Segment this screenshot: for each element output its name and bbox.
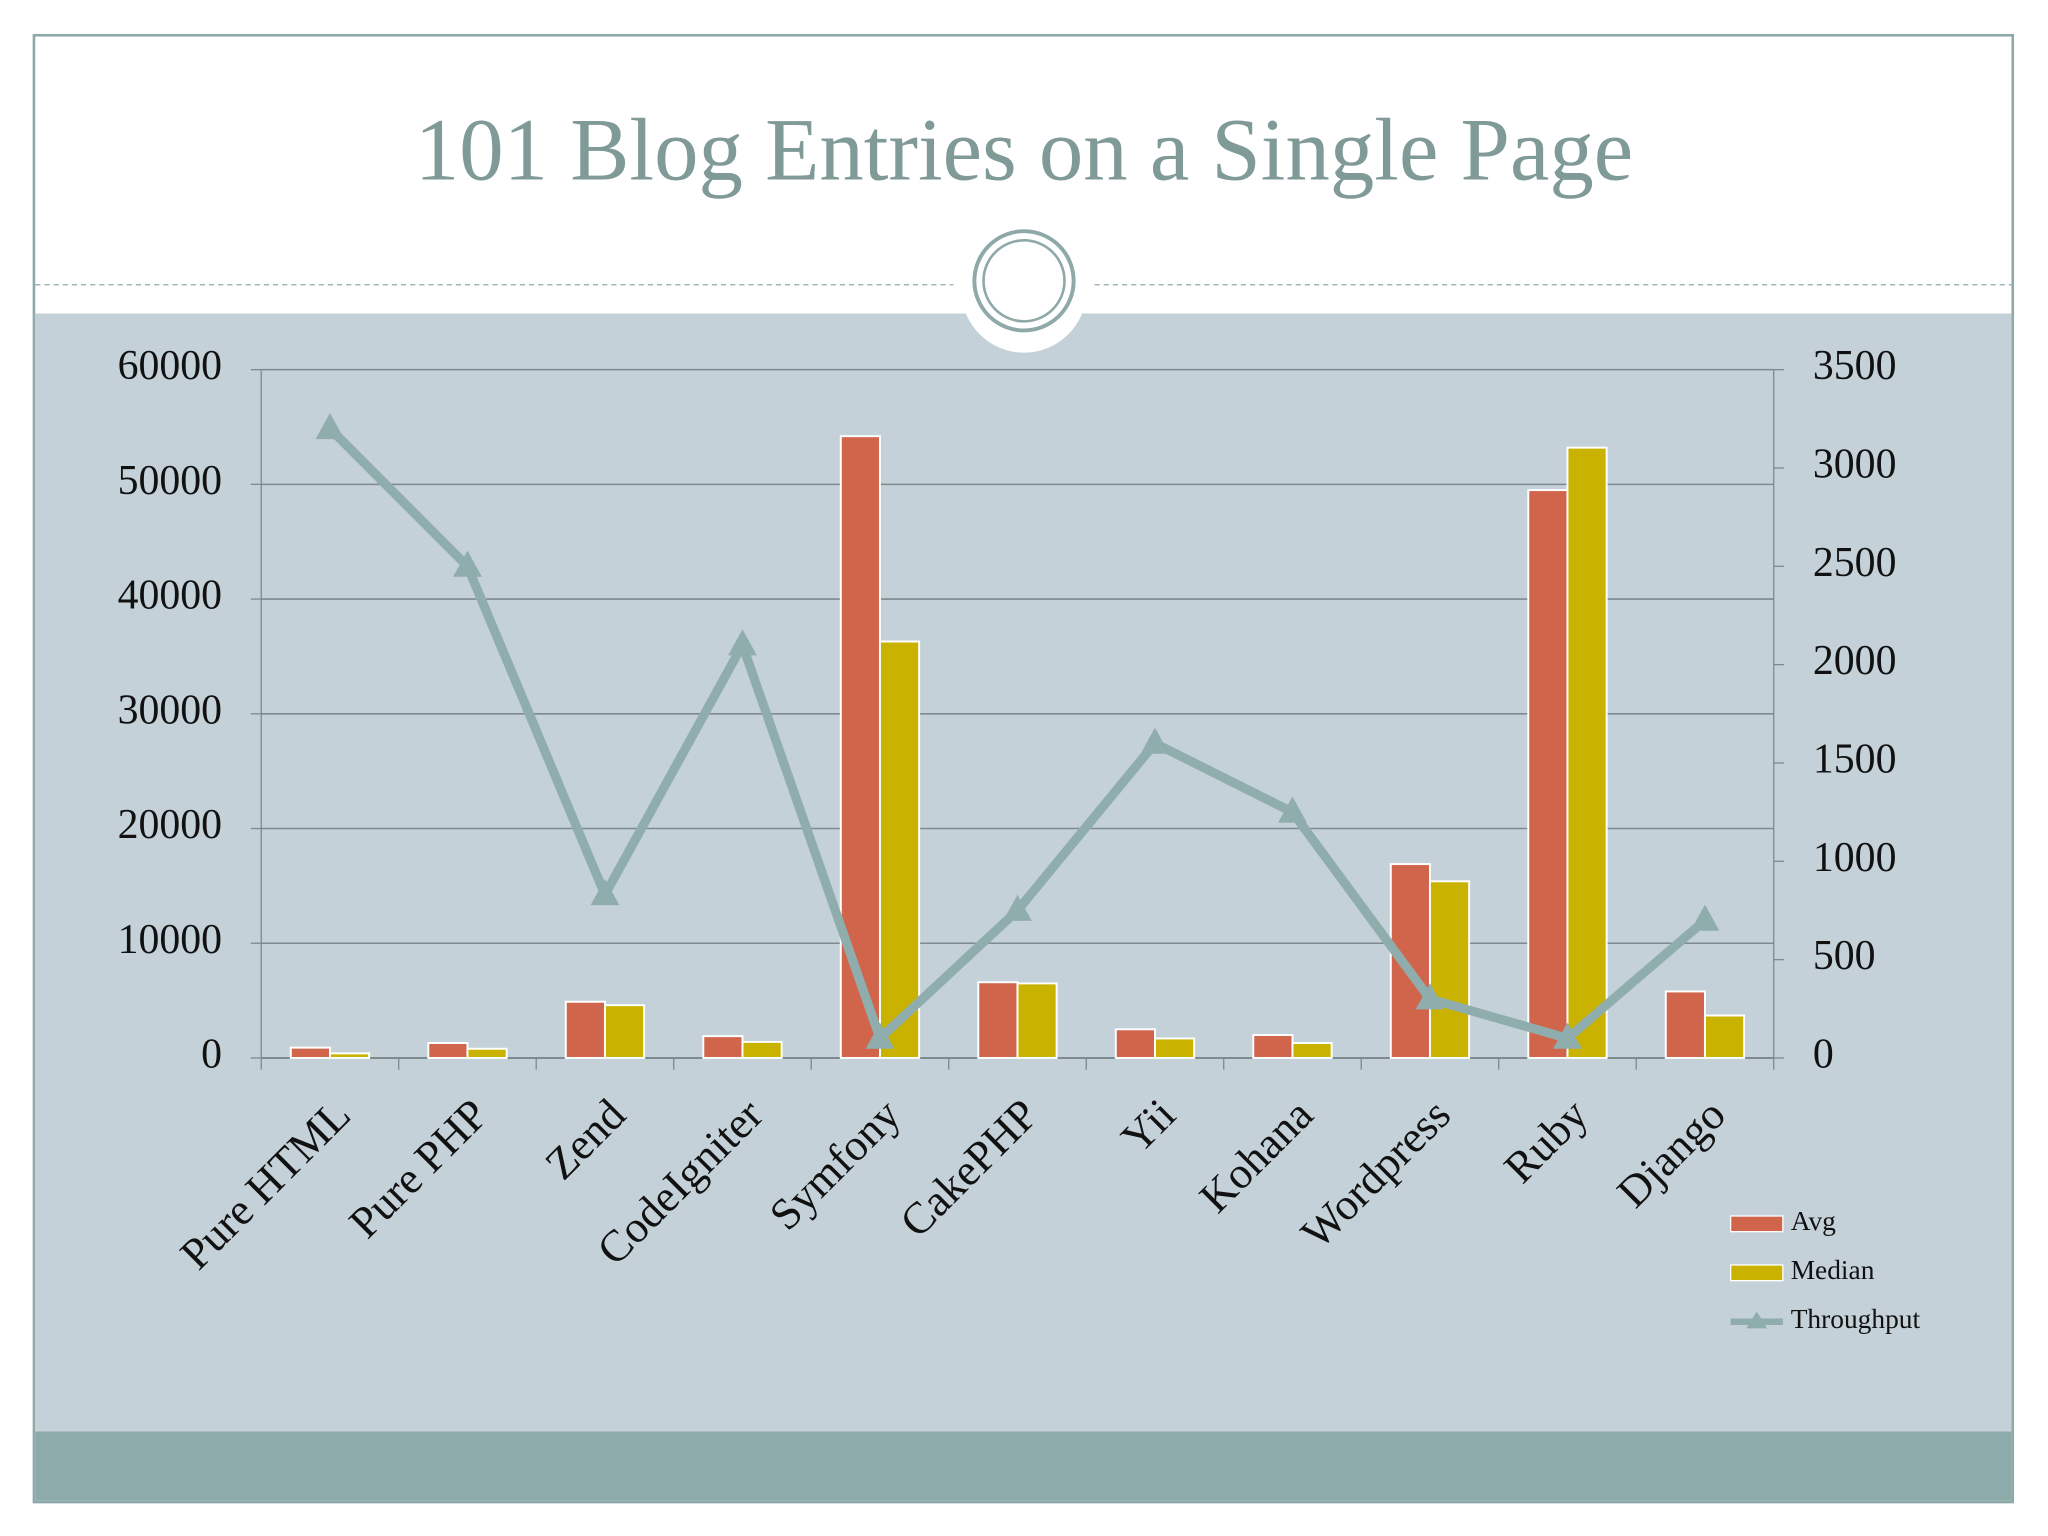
bar bbox=[564, 1000, 606, 1059]
marker bbox=[865, 1022, 895, 1049]
y-tick-label: 30000 bbox=[118, 687, 222, 733]
ornament bbox=[982, 239, 1066, 323]
marker bbox=[315, 412, 345, 440]
marker bbox=[590, 879, 620, 906]
bar bbox=[977, 981, 1019, 1059]
marker bbox=[1553, 1022, 1582, 1049]
bar bbox=[839, 435, 881, 1059]
marker bbox=[1140, 727, 1170, 754]
y2-tick-label: 2500 bbox=[1813, 540, 1897, 586]
bar bbox=[328, 1052, 371, 1059]
bar bbox=[1703, 1014, 1746, 1059]
y-tick-label: 60000 bbox=[118, 343, 222, 389]
ornament bbox=[972, 229, 1076, 333]
bar bbox=[1527, 489, 1569, 1059]
bar bbox=[1664, 990, 1706, 1059]
legend-swatch bbox=[1729, 1215, 1784, 1233]
bar bbox=[741, 1040, 783, 1059]
legend-label: Throughput bbox=[1791, 1304, 1921, 1334]
y2-tick-label: 3500 bbox=[1813, 343, 1897, 389]
y-tick-label: 40000 bbox=[118, 573, 222, 619]
marker bbox=[1415, 983, 1445, 1010]
bar bbox=[603, 1004, 646, 1059]
y-tick-label: 20000 bbox=[118, 802, 222, 848]
legend-swatch bbox=[1746, 1311, 1768, 1329]
y2-tick-label: 500 bbox=[1813, 933, 1876, 979]
marker bbox=[728, 629, 757, 656]
y2-tick-label: 2000 bbox=[1813, 638, 1897, 684]
bar bbox=[1016, 982, 1058, 1059]
bar bbox=[1114, 1028, 1156, 1059]
footer-band bbox=[35, 1431, 2012, 1501]
y2-tick-label: 0 bbox=[1813, 1032, 1834, 1078]
legend-swatch bbox=[1729, 1264, 1784, 1282]
y-tick-label: 10000 bbox=[118, 917, 222, 963]
marker bbox=[1690, 904, 1720, 931]
y-tick-label: 0 bbox=[201, 1032, 222, 1078]
bar bbox=[427, 1042, 469, 1059]
legend-label: Avg bbox=[1791, 1206, 1836, 1236]
bar bbox=[466, 1047, 508, 1059]
y-tick-label: 50000 bbox=[118, 458, 222, 504]
legend-label: Median bbox=[1791, 1255, 1875, 1285]
bar bbox=[878, 640, 921, 1059]
marker bbox=[1278, 796, 1307, 823]
plot-background bbox=[35, 313, 2012, 1432]
ornament-bg bbox=[961, 227, 1087, 353]
bar bbox=[1291, 1042, 1333, 1059]
bar bbox=[289, 1046, 331, 1059]
marker bbox=[1003, 894, 1032, 921]
bar bbox=[702, 1035, 744, 1059]
chart-title: 101 Blog Entries on a Single Page bbox=[415, 102, 1633, 200]
bar bbox=[1252, 1034, 1294, 1059]
bar bbox=[1153, 1037, 1196, 1059]
y2-tick-label: 1000 bbox=[1813, 835, 1897, 881]
marker bbox=[453, 550, 482, 577]
bar bbox=[1566, 446, 1608, 1059]
bar bbox=[1428, 880, 1471, 1059]
y2-tick-label: 1500 bbox=[1813, 737, 1897, 783]
y2-tick-label: 3000 bbox=[1813, 442, 1897, 488]
